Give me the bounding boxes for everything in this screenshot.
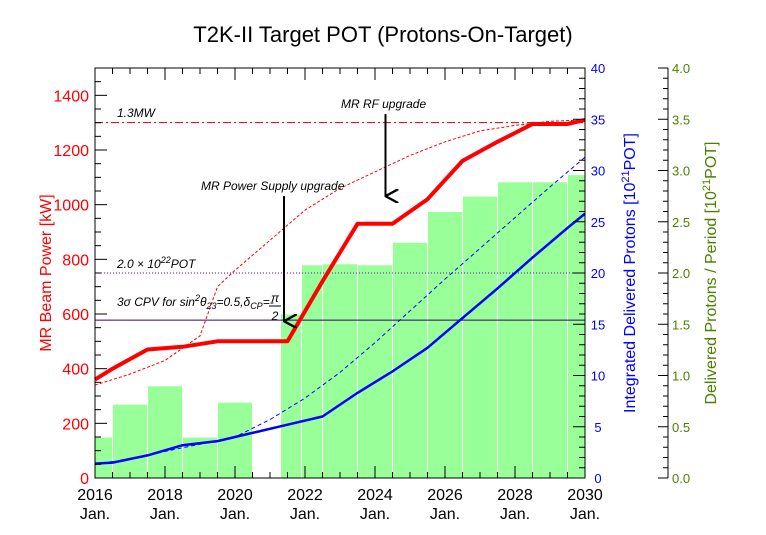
right1-tick-label: 10 xyxy=(591,369,605,384)
x-tick-label: 2022 xyxy=(287,487,323,504)
series-line-2 xyxy=(94,212,586,465)
right-axis-integrated-protons: 0 5 10 15 20 25 30 35 40 xyxy=(573,61,605,486)
left-tick-label: 1200 xyxy=(53,143,89,160)
left-tick-label: 800 xyxy=(62,252,89,269)
x-tick-sublabel: Jan. xyxy=(360,506,390,523)
ref-label-1p3mw: 1.3MW xyxy=(117,106,157,120)
x-tick-label: 2026 xyxy=(427,487,463,504)
right1-tick-label: 15 xyxy=(591,317,605,332)
annotations-layer xyxy=(284,114,386,321)
x-tick-sublabel: Jan. xyxy=(80,506,110,523)
ref-label-3sigma-cpv: 3σ CPV for sin2θ23=0.5,δCP=- xyxy=(117,293,274,311)
series-line-1 xyxy=(94,119,586,386)
right1-tick-label: 5 xyxy=(594,420,601,435)
bars-layer xyxy=(94,174,586,479)
bar-period-8 xyxy=(357,264,393,479)
left-tick-label: 1000 xyxy=(53,198,89,215)
right2-tick-label: 4.0 xyxy=(672,61,690,76)
right2-tick-label: 2.5 xyxy=(672,215,690,230)
x-tick-label: 2020 xyxy=(217,487,253,504)
right2-tick-label: 1.5 xyxy=(672,317,690,332)
right-axis-protons-per-period: 0.0 0.5 1.0 1.5 2.0 2.5 3.0 3.5 4.0 xyxy=(658,61,690,486)
x-tick-label: 2028 xyxy=(497,487,533,504)
left-tick-label: 1400 xyxy=(53,88,89,105)
right-axis-1-label: Integrated Delivered Protons [1021POT] xyxy=(620,133,639,413)
x-tick-sublabel: Jan. xyxy=(500,506,530,523)
bar-period-11 xyxy=(462,195,498,479)
bar-period-13 xyxy=(532,181,568,479)
right2-tick-label: 1.0 xyxy=(672,369,690,384)
left-tick-label: 200 xyxy=(62,416,89,433)
left-axis-label: MR Beam Power [kW] xyxy=(38,194,55,351)
right1-tick-label: 25 xyxy=(591,215,605,230)
series-line-0 xyxy=(93,117,586,382)
bar-period-2 xyxy=(147,385,183,479)
ref-label-2e22-pot: 2.0 × 1022POT xyxy=(116,255,197,271)
ref-label-pi-denominator: 2 xyxy=(271,309,279,323)
right2-tick-label: 3.5 xyxy=(672,112,690,127)
series-line-3 xyxy=(94,156,586,465)
x-tick-sublabel: Jan. xyxy=(570,506,600,523)
right2-tick-label: 2.0 xyxy=(672,266,690,281)
x-tick-sublabel: Jan. xyxy=(150,506,180,523)
right1-tick-label: 35 xyxy=(591,112,605,127)
right1-tick-label: 40 xyxy=(591,61,605,76)
left-tick-label: 600 xyxy=(62,307,89,324)
annotation-mr-power-supply-upgrade: MR Power Supply upgrade xyxy=(201,179,345,193)
bar-period-12 xyxy=(497,181,533,479)
annotation-mr-rf-upgrade: MR RF upgrade xyxy=(341,97,426,111)
bar-period-1 xyxy=(112,403,148,479)
ref-label-pi-numerator: π xyxy=(271,291,280,305)
x-axis: 2016Jan.2018Jan.2020Jan.2022Jan.2024Jan.… xyxy=(77,68,603,523)
right1-tick-label: 30 xyxy=(591,164,605,179)
right2-tick-label: 0.5 xyxy=(672,420,690,435)
right-axis-2-label: Delivered Protons / Period [1021POT] xyxy=(701,141,720,404)
x-tick-sublabel: Jan. xyxy=(430,506,460,523)
right2-tick-label: 0.0 xyxy=(672,471,690,486)
left-axis-beam-power: 0 200 400 600 800 1000 1200 1400 xyxy=(53,67,107,488)
x-tick-sublabel: Jan. xyxy=(290,506,320,523)
x-tick-sublabel: Jan. xyxy=(220,506,250,523)
x-tick-label: 2030 xyxy=(567,487,603,504)
bar-period-7 xyxy=(322,263,358,479)
right2-tick-label: 3.0 xyxy=(672,164,690,179)
x-tick-label: 2018 xyxy=(147,487,183,504)
series-lines-layer xyxy=(93,117,586,465)
bar-period-0 xyxy=(94,436,113,479)
right1-tick-label: 20 xyxy=(591,266,605,281)
x-tick-label: 2016 xyxy=(77,487,113,504)
left-tick-label: 0 xyxy=(80,471,89,488)
chart-title: T2K-II Target POT (Protons-On-Target) xyxy=(193,22,572,47)
left-tick-label: 400 xyxy=(62,362,89,379)
x-tick-label: 2024 xyxy=(357,487,393,504)
reference-lines-layer xyxy=(95,122,585,321)
right1-tick-label: 0 xyxy=(594,471,601,486)
bar-period-10 xyxy=(427,211,463,479)
